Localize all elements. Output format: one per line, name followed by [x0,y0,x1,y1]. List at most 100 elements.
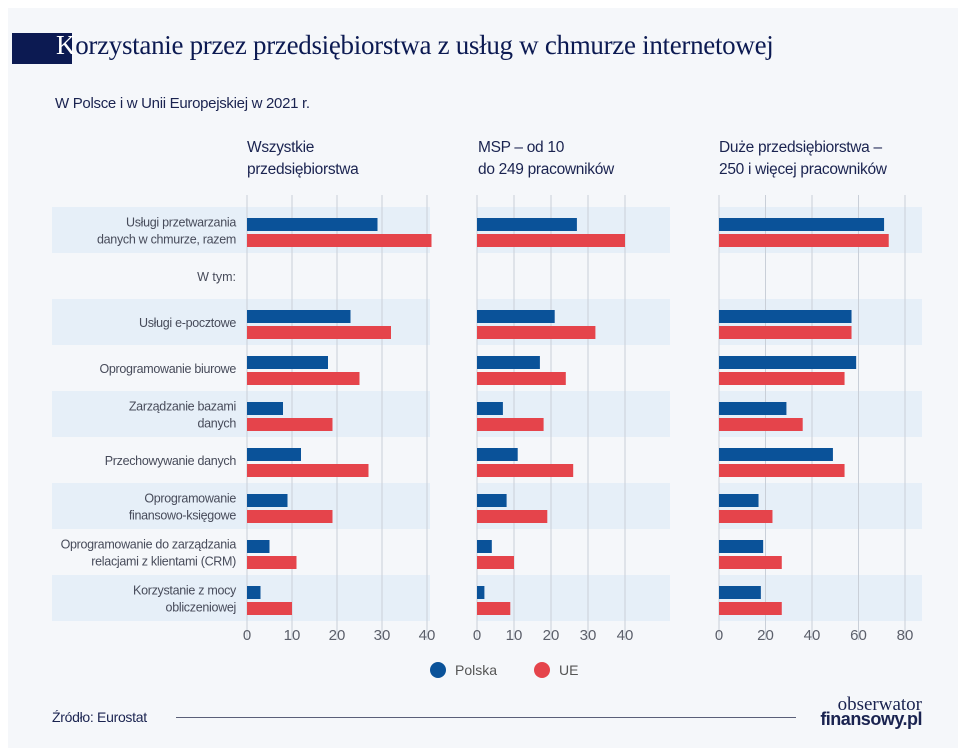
category-label: relacjami z klientami (CRM) [91,555,236,569]
bar-ue [247,326,391,339]
category-label: Oprogramowanie [144,492,236,506]
bar-polska [719,586,761,599]
category-label: danych [197,417,236,431]
x-tick-label: 0 [243,627,251,644]
bar-polska [719,540,764,553]
bar-polska [247,310,351,323]
category-label: obliczeniowej [166,601,236,615]
bar-polska [247,218,378,231]
bar-polska [719,356,857,369]
bar-ue [719,418,803,431]
bar-ue [477,418,544,431]
x-tick-label: 30 [580,627,597,644]
x-tick-label: 40 [617,627,634,644]
bar-ue [477,234,625,247]
logo-line: obserwator [837,694,922,715]
bar-polska [247,448,301,461]
bar-ue [719,556,782,569]
bar-ue [247,602,292,615]
bar-polska [247,356,328,369]
row-band [52,391,430,437]
bar-ue [719,510,773,523]
bar-polska [719,448,833,461]
source-note: Źródło: Eurostat [52,709,147,725]
panel-title-line: przedsiębiorstwa [247,161,359,178]
category-label: finansowo-księgowe [129,509,237,523]
legend: Polska UE [0,662,966,682]
bar-ue [247,234,432,247]
x-tick-label: 10 [284,627,301,644]
title-first-letter: K [56,30,76,60]
x-tick-label: 60 [850,627,867,644]
category-label: Zarządzanie bazami [129,400,236,414]
bar-polska [477,356,540,369]
x-tick-label: 40 [419,627,436,644]
bar-ue [477,326,596,339]
bar-polska [247,540,270,553]
category-label: Korzystanie z mocy [133,584,237,598]
category-label: danych w chmurze, razem [97,233,236,247]
x-tick-label: 0 [473,627,481,644]
bar-ue [719,234,889,247]
footer-divider [176,717,796,718]
panel-title-large: Duże przedsiębiorstwa – 250 i więcej pra… [719,137,887,181]
bar-polska [477,494,507,507]
category-label: Przechowywanie danych [105,454,237,468]
bar-polska [247,494,288,507]
row-band [52,483,430,529]
bar-ue [719,372,845,385]
x-tick-label: 80 [897,627,914,644]
row-band [52,575,430,621]
bar-polska [477,448,518,461]
bar-polska [719,494,759,507]
legend-swatch-polska [430,662,446,678]
bar-ue [247,418,333,431]
x-tick-label: 0 [715,627,723,644]
bar-ue [477,464,574,477]
x-tick-label: 20 [543,627,560,644]
bar-ue [247,372,360,385]
logo: obserwator finansowy.pl [810,694,922,729]
bar-ue [477,510,548,523]
bar-ue [719,464,845,477]
category-label: Usługi e-pocztowe [139,316,236,330]
panel-title-line: 250 i więcej pracowników [719,161,887,178]
bar-polska [247,402,283,415]
legend-item-ue: UE [534,662,578,678]
legend-label: Polska [455,662,498,678]
bar-ue [247,464,369,477]
x-tick-label: 10 [506,627,523,644]
bar-ue [719,602,782,615]
bar-polska [477,402,503,415]
group-label: W tym: [197,270,236,284]
title-accent-block [12,33,72,64]
bar-polska [719,218,885,231]
title-text: orzystanie przez przedsiębiorstwa z usłu… [75,30,774,60]
panel-title-line: Duże przedsiębiorstwa – [719,139,882,156]
x-tick-label: 20 [757,627,774,644]
bar-ue [477,372,566,385]
chart-title: Korzystanie przez przedsiębiorstwa z usł… [56,30,774,61]
bar-ue [247,556,297,569]
bar-polska [247,586,261,599]
panel-title-sme: MSP – od 10 do 249 pracowników [478,137,614,181]
bar-ue [247,510,333,523]
legend-swatch-ue [534,662,550,678]
panel-title-all: Wszystkie przedsiębiorstwa [247,137,359,181]
logo-line: finansowy.pl [820,709,922,729]
bar-ue [719,326,852,339]
category-label: Oprogramowanie do zarządzania [61,538,237,552]
bar-polska [477,586,485,599]
x-tick-label: 20 [329,627,346,644]
panel-title-line: do 249 pracowników [478,161,614,178]
bar-polska [477,310,555,323]
x-tick-label: 40 [804,627,821,644]
bar-ue [477,602,511,615]
bar-ue [477,556,514,569]
legend-item-polska: Polska [430,662,497,678]
chart-subtitle: W Polsce i w Unii Europejskiej w 2021 r. [55,95,310,112]
bar-polska [477,218,577,231]
panel-title-line: MSP – od 10 [478,139,565,156]
panel-title-line: Wszystkie [247,139,315,156]
